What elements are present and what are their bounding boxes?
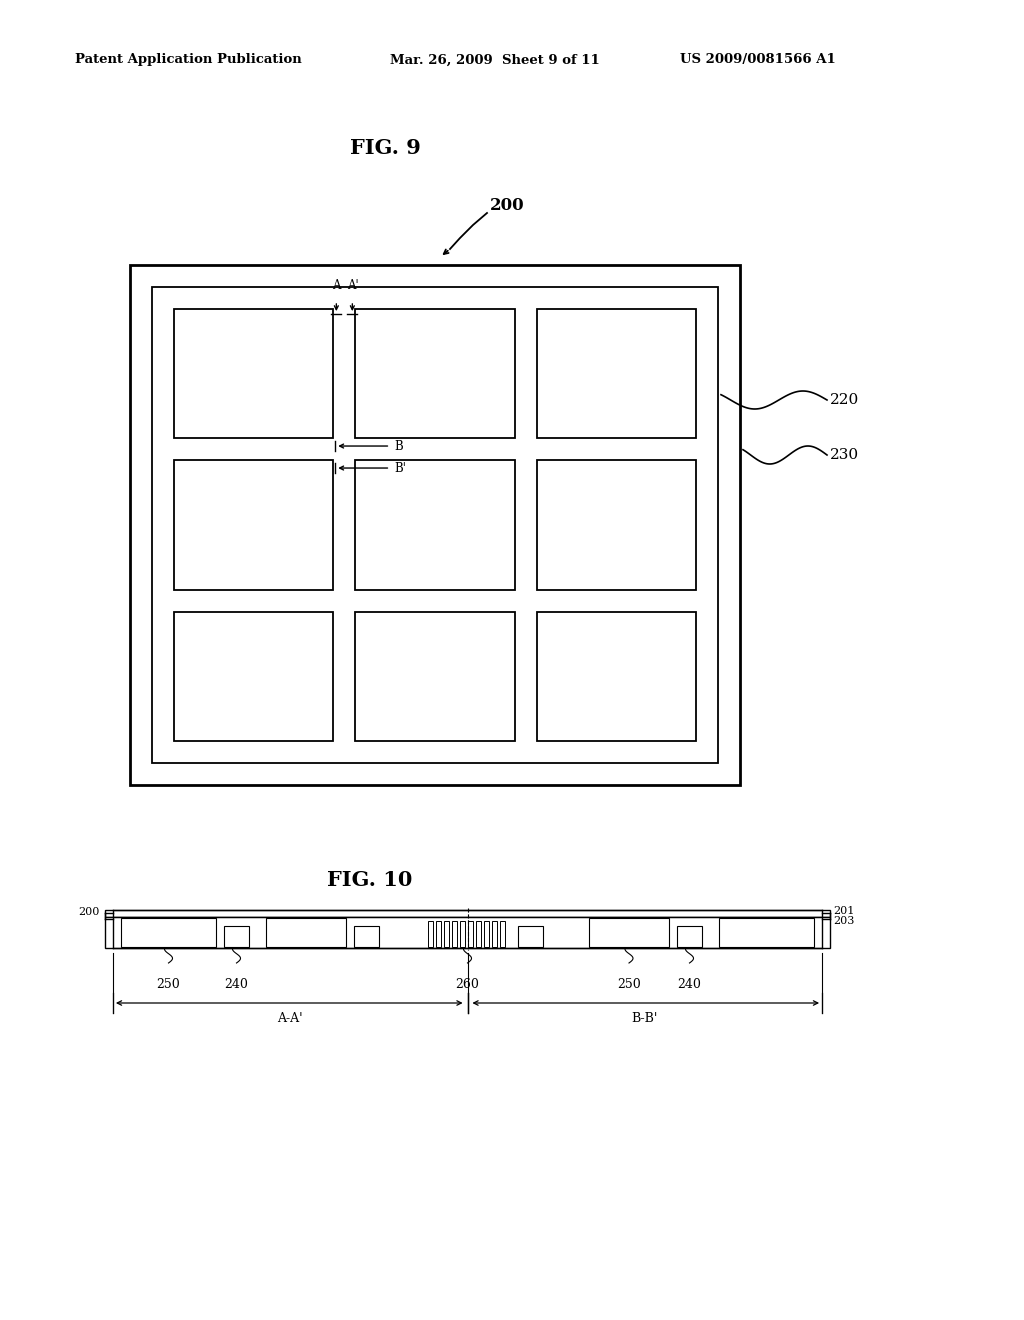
- Bar: [174, 461, 334, 590]
- Text: 250: 250: [157, 978, 180, 991]
- Text: A: A: [332, 279, 341, 292]
- Bar: [460, 921, 465, 946]
- Text: 230: 230: [830, 447, 859, 462]
- Text: 203: 203: [833, 916, 854, 927]
- Text: 240: 240: [678, 978, 701, 991]
- Text: 201: 201: [833, 906, 854, 916]
- Bar: [355, 611, 515, 741]
- Bar: [130, 265, 740, 785]
- Text: B: B: [394, 440, 403, 453]
- Bar: [677, 927, 702, 946]
- Bar: [174, 611, 334, 741]
- Bar: [517, 927, 543, 946]
- Text: 250: 250: [617, 978, 641, 991]
- Text: 200: 200: [490, 197, 524, 214]
- Bar: [589, 917, 669, 946]
- Bar: [483, 921, 488, 946]
- Bar: [719, 917, 814, 946]
- Text: 240: 240: [224, 978, 249, 991]
- Text: FIG. 10: FIG. 10: [328, 870, 413, 890]
- Text: B': B': [394, 462, 407, 474]
- Bar: [435, 921, 440, 946]
- Bar: [468, 921, 472, 946]
- Text: Patent Application Publication: Patent Application Publication: [75, 54, 302, 66]
- Text: A-A': A-A': [278, 1011, 303, 1024]
- Bar: [266, 917, 346, 946]
- Text: 220: 220: [830, 393, 859, 407]
- Bar: [427, 921, 432, 946]
- Bar: [443, 921, 449, 946]
- Text: 260: 260: [456, 978, 479, 991]
- Text: B-B': B-B': [632, 1011, 658, 1024]
- Bar: [224, 927, 249, 946]
- Text: Mar. 26, 2009  Sheet 9 of 11: Mar. 26, 2009 Sheet 9 of 11: [390, 54, 600, 66]
- Bar: [105, 909, 830, 917]
- Bar: [537, 461, 696, 590]
- Text: FIG. 9: FIG. 9: [349, 139, 421, 158]
- Bar: [452, 921, 457, 946]
- Bar: [537, 309, 696, 438]
- Bar: [174, 309, 334, 438]
- Text: 200: 200: [79, 907, 100, 917]
- Bar: [492, 921, 497, 946]
- Bar: [500, 921, 505, 946]
- Bar: [105, 917, 830, 948]
- Bar: [355, 309, 515, 438]
- Bar: [475, 921, 480, 946]
- Bar: [537, 611, 696, 741]
- Bar: [152, 286, 718, 763]
- Bar: [355, 461, 515, 590]
- Text: US 2009/0081566 A1: US 2009/0081566 A1: [680, 54, 836, 66]
- Bar: [121, 917, 216, 946]
- Text: A': A': [347, 279, 359, 292]
- Bar: [354, 927, 379, 946]
